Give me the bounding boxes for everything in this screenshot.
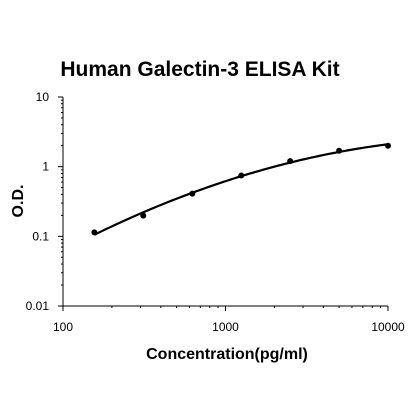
fit-curve (93, 143, 389, 236)
x-tick-label: 100 (53, 320, 73, 334)
x-axis-ticks: 100 1000 10000 (53, 306, 405, 334)
y-tick-label: 1 (42, 160, 49, 174)
x-tick-label: 10000 (371, 320, 405, 334)
data-points (91, 142, 391, 236)
data-point (287, 158, 294, 165)
data-point (91, 229, 98, 236)
y-tick-label: 10 (36, 90, 50, 104)
data-point (140, 212, 147, 219)
data-point (238, 172, 245, 179)
y-tick-label: 0.1 (32, 229, 49, 243)
x-axis-label: Concentration(pg/ml) (146, 346, 308, 363)
y-axis-ticks: 0.01 0.1 1 10 (26, 90, 63, 313)
data-point (189, 190, 196, 197)
data-point (385, 142, 391, 149)
y-axis-label: O.D. (10, 185, 27, 218)
chart-title: Human Galectin-3 ELISA Kit (60, 58, 339, 81)
x-tick-label: 1000 (212, 320, 239, 334)
data-point (336, 147, 343, 154)
axes (62, 97, 388, 307)
y-tick-label: 0.01 (26, 299, 50, 313)
